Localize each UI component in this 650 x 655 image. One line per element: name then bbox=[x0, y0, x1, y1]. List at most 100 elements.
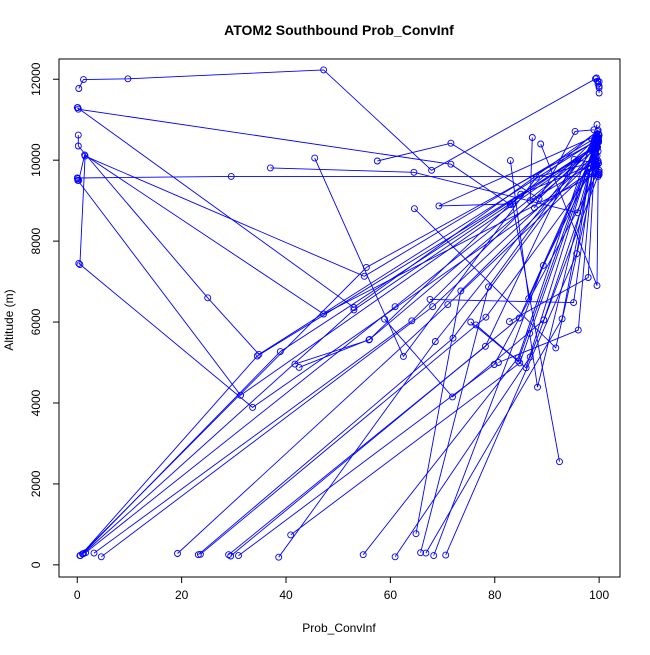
data-point bbox=[594, 138, 602, 146]
series-47 bbox=[526, 134, 600, 205]
data-point bbox=[74, 131, 82, 139]
data-point bbox=[431, 338, 439, 345]
data-point bbox=[391, 553, 399, 561]
series-line bbox=[534, 129, 594, 209]
series-line bbox=[314, 157, 599, 358]
y-tick-label: 6000 bbox=[29, 308, 43, 335]
y-axis-label: Altitude (m) bbox=[2, 289, 16, 350]
series-line bbox=[438, 134, 599, 462]
data-point bbox=[410, 168, 418, 176]
data-point bbox=[291, 360, 299, 368]
series-line bbox=[384, 165, 597, 398]
data-point bbox=[410, 205, 418, 213]
series-line bbox=[294, 147, 597, 365]
data-point bbox=[571, 127, 579, 135]
data-point bbox=[227, 552, 235, 560]
data-point bbox=[467, 318, 475, 326]
data-point bbox=[506, 157, 514, 165]
data-point bbox=[556, 458, 563, 466]
data-point bbox=[311, 154, 319, 162]
chart-title: ATOM2 Southbound Prob_ConvInf bbox=[224, 22, 454, 38]
series-line bbox=[445, 167, 591, 556]
data-point bbox=[255, 350, 263, 358]
x-tick-label: 100 bbox=[589, 588, 609, 602]
data-point bbox=[444, 301, 452, 309]
series-line bbox=[298, 161, 598, 368]
data-point bbox=[430, 552, 438, 560]
data-point bbox=[399, 352, 407, 360]
x-tick-label: 80 bbox=[488, 588, 502, 602]
series-line bbox=[509, 146, 598, 301]
data-point bbox=[494, 359, 502, 366]
data-point bbox=[595, 89, 603, 97]
data-point bbox=[408, 317, 416, 325]
series-48 bbox=[530, 126, 598, 212]
series-1 bbox=[75, 66, 603, 174]
data-point bbox=[174, 550, 181, 557]
series-33 bbox=[435, 131, 603, 466]
data-point bbox=[75, 259, 83, 267]
data-point bbox=[457, 287, 465, 295]
axes-layer: 0 20 40 60 80 100 0 2000 4000 6000 8000 10000 12000 bbox=[29, 62, 609, 602]
data-point bbox=[435, 202, 443, 210]
data-point bbox=[81, 152, 89, 160]
data-point bbox=[74, 142, 82, 150]
data-point bbox=[570, 155, 578, 163]
data-point bbox=[442, 551, 450, 559]
y-tick-label: 8000 bbox=[29, 227, 43, 254]
x-axis-label: Prob_ConvInf bbox=[302, 621, 376, 635]
data-point bbox=[227, 172, 235, 180]
data-point bbox=[525, 295, 533, 303]
series-line bbox=[540, 133, 600, 286]
data-point bbox=[365, 336, 373, 344]
data-point bbox=[526, 329, 534, 337]
series-49 bbox=[537, 130, 603, 290]
data-point bbox=[76, 261, 84, 269]
series-line bbox=[429, 143, 597, 304]
data-point bbox=[97, 553, 105, 561]
data-point bbox=[509, 200, 516, 208]
data-point bbox=[417, 549, 425, 557]
data-point bbox=[428, 166, 436, 174]
data-point bbox=[447, 160, 455, 168]
data-point bbox=[124, 75, 132, 83]
data-point bbox=[514, 357, 522, 365]
data-point bbox=[204, 294, 212, 302]
data-point bbox=[533, 173, 540, 181]
y-tick-label: 12000 bbox=[29, 62, 43, 96]
data-point bbox=[266, 164, 274, 172]
series-line bbox=[529, 137, 597, 202]
data-point bbox=[505, 318, 513, 326]
data-point bbox=[359, 551, 367, 559]
x-tick-label: 0 bbox=[74, 588, 81, 602]
data-point bbox=[276, 348, 284, 356]
data-point bbox=[537, 140, 545, 148]
plot-frame bbox=[58, 58, 621, 578]
data-point bbox=[593, 121, 601, 129]
data-point bbox=[75, 85, 83, 92]
data-point bbox=[350, 306, 358, 314]
data-point bbox=[472, 321, 480, 329]
data-point bbox=[429, 303, 437, 311]
data-point bbox=[574, 326, 582, 334]
y-tick-label: 2000 bbox=[29, 470, 43, 497]
series-line bbox=[470, 143, 596, 369]
data-point bbox=[595, 84, 603, 92]
data-point bbox=[275, 553, 283, 561]
data-point bbox=[320, 66, 328, 74]
x-tick-label: 40 bbox=[279, 588, 293, 602]
series-layer bbox=[73, 66, 603, 561]
data-point bbox=[595, 130, 603, 138]
series-line bbox=[394, 172, 600, 558]
data-point bbox=[249, 403, 257, 411]
data-point bbox=[449, 393, 456, 401]
data-point bbox=[82, 549, 90, 557]
data-point bbox=[73, 174, 81, 182]
data-point bbox=[295, 363, 303, 371]
series-line bbox=[228, 158, 599, 556]
data-point bbox=[422, 549, 430, 557]
data-point bbox=[570, 299, 578, 307]
series-line bbox=[414, 164, 598, 349]
data-point bbox=[530, 204, 538, 212]
